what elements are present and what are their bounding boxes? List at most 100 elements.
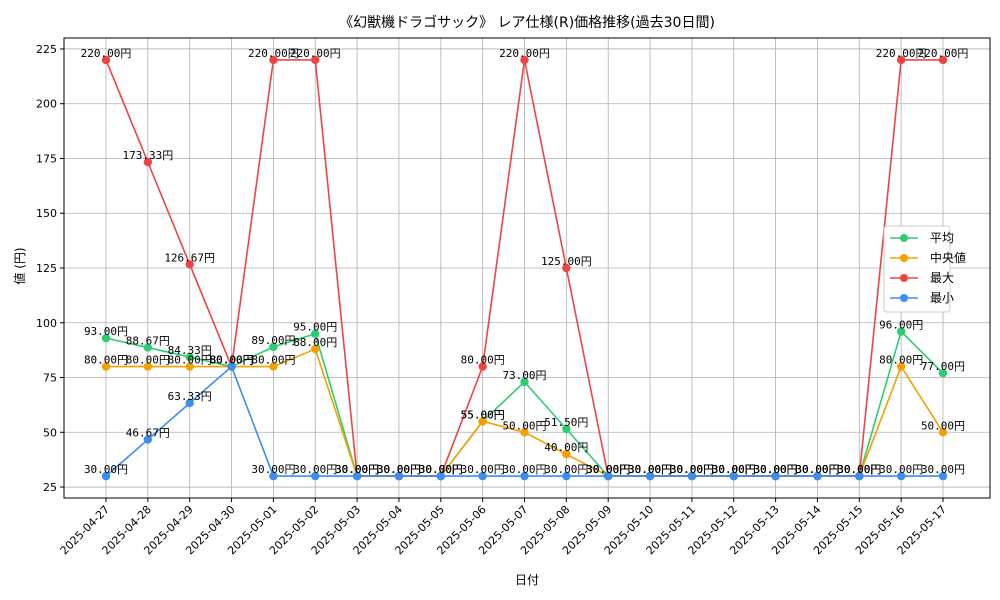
legend-box [883, 225, 951, 313]
data-point [185, 362, 194, 371]
data-label: 220.00円 [499, 47, 550, 60]
data-label: 88.00円 [293, 336, 337, 349]
data-label: 80.00円 [209, 354, 253, 367]
data-label: 220.00円 [248, 47, 299, 60]
data-label: 30.00円 [419, 463, 463, 476]
data-label: 93.00円 [84, 325, 128, 338]
data-point [938, 368, 948, 378]
data-label: 30.00円 [335, 463, 379, 476]
data-label: 30.00円 [712, 463, 756, 476]
data-label: 80.00円 [461, 354, 505, 367]
data-label: 55.00円 [461, 408, 505, 421]
data-label: 77.00円 [921, 360, 965, 373]
data-label: 80.00円 [126, 354, 170, 367]
data-label: 30.00円 [335, 463, 379, 476]
data-point [896, 362, 906, 371]
data-label: 30.00円 [251, 463, 295, 476]
data-label: 30.00円 [712, 463, 756, 476]
data-label: 96.00円 [879, 319, 923, 332]
data-label: 30.00円 [754, 463, 798, 476]
data-label: 80.00円 [209, 354, 253, 367]
x-axis-label: 日付 [515, 573, 539, 587]
data-label: 173.33円 [122, 149, 173, 162]
data-label: 55.00円 [461, 408, 505, 421]
data-label: 89.00円 [251, 334, 295, 347]
data-label: 63.33円 [168, 390, 212, 403]
data-label: 30.00円 [461, 463, 505, 476]
data-point [687, 471, 697, 481]
data-label: 30.00円 [586, 463, 630, 476]
legend-label: 中央値 [930, 250, 966, 265]
data-label: 40.00円 [544, 441, 588, 454]
data-point [269, 342, 278, 352]
legend-marker [900, 234, 908, 242]
data-label: 30.00円 [712, 463, 756, 476]
chart-title: 《幻獣機ドラゴサック》 レア仕様(R)価格推移(過去30日間) [339, 14, 715, 31]
data-label: 30.00円 [879, 463, 923, 476]
data-point [562, 424, 571, 434]
y-tick-label: 200 [36, 98, 57, 111]
data-point [269, 471, 278, 481]
data-point [520, 377, 529, 387]
data-label: 30.00円 [795, 463, 839, 476]
data-label: 51.50円 [544, 416, 588, 429]
data-point [185, 352, 194, 362]
data-point [394, 471, 404, 481]
data-point [855, 471, 864, 481]
data-point [604, 471, 613, 481]
y-tick-label: 100 [36, 317, 57, 330]
data-label: 30.00円 [628, 463, 672, 476]
data-label: 30.00円 [419, 463, 463, 476]
data-label: 80.00円 [84, 354, 128, 367]
data-point [938, 55, 948, 65]
y-tick-label: 75 [43, 372, 57, 385]
data-label: 30.00円 [628, 463, 672, 476]
data-label: 220.00円 [918, 47, 969, 60]
data-point [143, 343, 153, 352]
data-label: 80.00円 [209, 354, 253, 367]
data-label: 30.00円 [586, 463, 630, 476]
data-point [185, 398, 194, 408]
data-point [311, 344, 320, 354]
data-label: 50.00円 [502, 419, 546, 432]
data-label: 30.00円 [544, 463, 588, 476]
data-label: 80.00円 [209, 354, 253, 367]
data-label: 220.00円 [290, 47, 341, 60]
data-label: 30.00円 [921, 463, 965, 476]
data-label: 30.00円 [837, 463, 881, 476]
data-label: 95.00円 [293, 321, 337, 334]
data-point [520, 428, 529, 437]
data-label: 30.00円 [419, 463, 463, 476]
data-point [311, 55, 320, 65]
data-point [938, 428, 948, 437]
data-label: 80.00円 [251, 354, 295, 367]
data-point [729, 471, 738, 481]
data-point [101, 55, 111, 65]
data-point [311, 329, 320, 338]
data-label: 30.00円 [837, 463, 881, 476]
data-label: 30.00円 [628, 463, 672, 476]
data-label: 30.00円 [795, 463, 839, 476]
data-point [101, 471, 111, 481]
data-label: 30.00円 [754, 463, 798, 476]
data-label: 220.00円 [876, 47, 927, 60]
data-label: 50.00円 [921, 419, 965, 432]
data-label: 88.67円 [126, 335, 170, 348]
data-label: 30.00円 [670, 463, 714, 476]
data-label: 30.00円 [754, 463, 798, 476]
data-label: 30.00円 [502, 463, 546, 476]
data-label: 30.00円 [754, 463, 798, 476]
data-label: 30.00円 [670, 463, 714, 476]
data-point [813, 471, 822, 481]
data-point [562, 449, 571, 459]
data-label: 30.00円 [837, 463, 881, 476]
y-tick-label: 50 [43, 426, 57, 439]
data-label: 30.00円 [84, 463, 128, 476]
data-label: 46.67円 [126, 427, 170, 440]
data-point [227, 362, 236, 371]
data-point [436, 471, 445, 481]
data-label: 30.00円 [377, 463, 421, 476]
legend-label: 最小 [930, 291, 954, 305]
data-point [645, 471, 655, 481]
